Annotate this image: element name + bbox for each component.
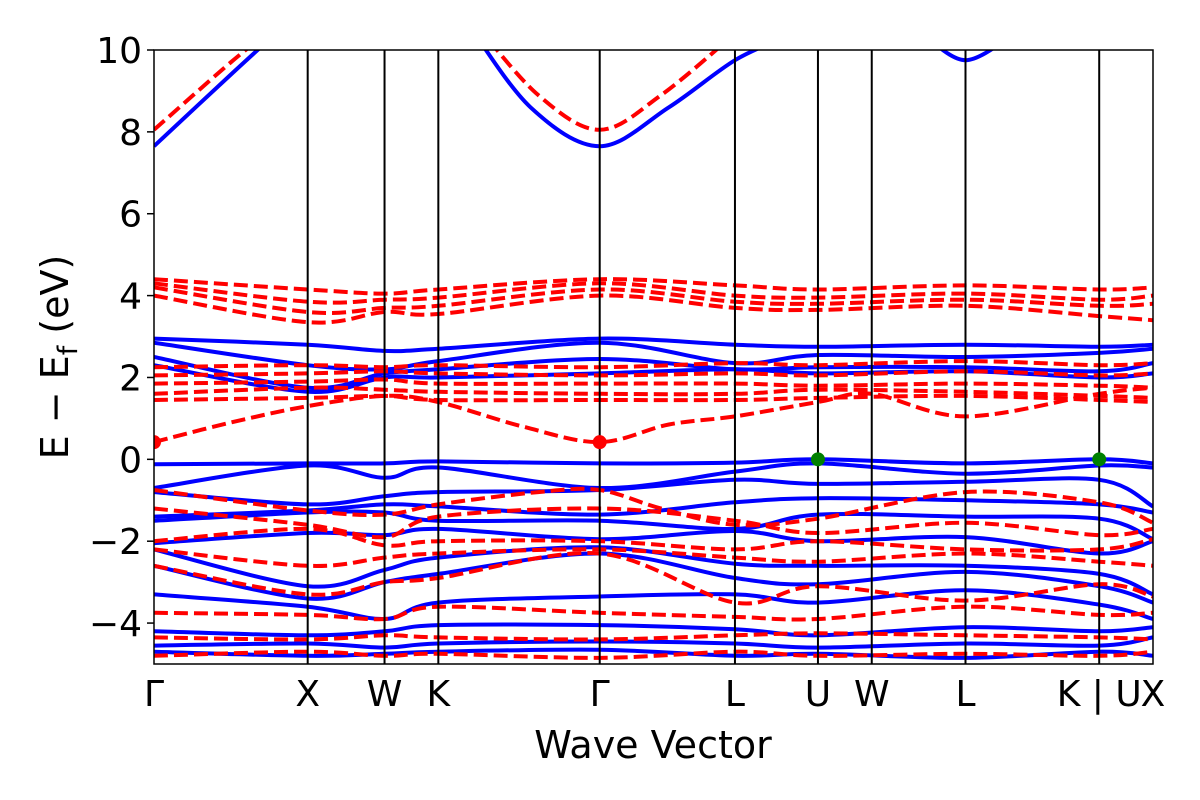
spin-up-band-1 [483,50,760,149]
spin-up-band-8 [154,461,1153,491]
x-axis-title: Wave Vector [534,723,772,767]
y-axis-title-unit: (eV) [33,255,77,346]
x-tick-label: U [805,674,831,715]
y-tick-label: −4 [89,604,142,645]
spin-up-band-0 [154,50,261,148]
plot-frame [153,49,1154,665]
y-axis-title-main: E − E [33,355,77,459]
spin-down-band-15 [154,547,1153,568]
spin-down-band-8 [154,377,1153,390]
spin-down-band-18 [154,631,1153,642]
y-axis-title-subscript: f [53,344,84,355]
spin-down-band-10 [154,393,1153,404]
spin-up-band-17 [154,635,1153,650]
spin-down-bands [154,50,1153,660]
spin-up-bands [154,50,1153,660]
spin-up-band-11 [154,509,1153,542]
band-edge-marker [154,435,161,450]
spin-down-band-0 [154,50,249,132]
spin-up-band-14 [154,551,1153,605]
y-axis-title: E − Ef (eV) [33,255,84,460]
spin-down-band-14 [154,526,1153,553]
spin-down-band-13 [154,506,1153,540]
spin-up-band-16 [154,622,1153,638]
x-tick-label: W [367,674,403,715]
spin-up-band-9 [154,476,1153,509]
spin-up-band-5 [154,355,1153,391]
y-tick-label: 2 [119,358,142,399]
high-symmetry-lines [306,50,1101,664]
y-axis-ticks: −4 −2 0 2 4 6 8 10 [89,31,154,645]
spin-up-band-10 [154,496,1153,519]
x-tick-label: X [295,674,320,715]
y-tick-label: 0 [119,440,142,481]
spin-down-band-19 [154,649,1153,660]
spin-up-band-3 [154,336,1153,354]
spin-down-band-7 [154,369,1153,378]
spin-down-band-4 [154,285,1153,315]
y-tick-label: 6 [119,195,142,236]
band-edge-markers [154,435,1107,467]
x-tick-label: K | U [1057,674,1142,715]
spin-down-band-2 [154,277,1153,296]
spin-down-band-9 [154,385,1153,400]
y-tick-label: 8 [119,113,142,154]
band-edge-marker [810,452,825,467]
spin-up-band-13 [154,545,1153,597]
x-tick-label: Γ [590,674,610,715]
spin-up-band-2 [939,50,995,63]
x-tick-label: X [1141,674,1166,715]
spin-up-band-15 [154,588,1153,622]
spin-down-band-6 [154,359,1153,370]
spin-down-band-16 [154,551,1153,606]
band-edge-marker [592,435,607,450]
x-tick-label: Γ [144,674,164,715]
y-tick-label: −2 [89,522,142,563]
spin-down-band-17 [154,604,1153,622]
x-tick-label: L [725,674,745,715]
x-tick-label: W [854,674,890,715]
spin-up-band-18 [154,647,1153,660]
x-tick-label: K [427,674,452,715]
spin-up-band-7 [154,457,1153,467]
y-tick-label: 10 [96,31,142,72]
spin-down-band-3 [154,281,1153,305]
spin-down-band-5 [154,293,1153,325]
x-tick-label: L [955,674,975,715]
spin-down-band-12 [154,486,1153,528]
spin-up-band-4 [154,340,1153,372]
y-tick-label: 4 [119,277,142,318]
band-edge-marker [1092,452,1107,467]
spin-down-band-1 [494,50,720,132]
